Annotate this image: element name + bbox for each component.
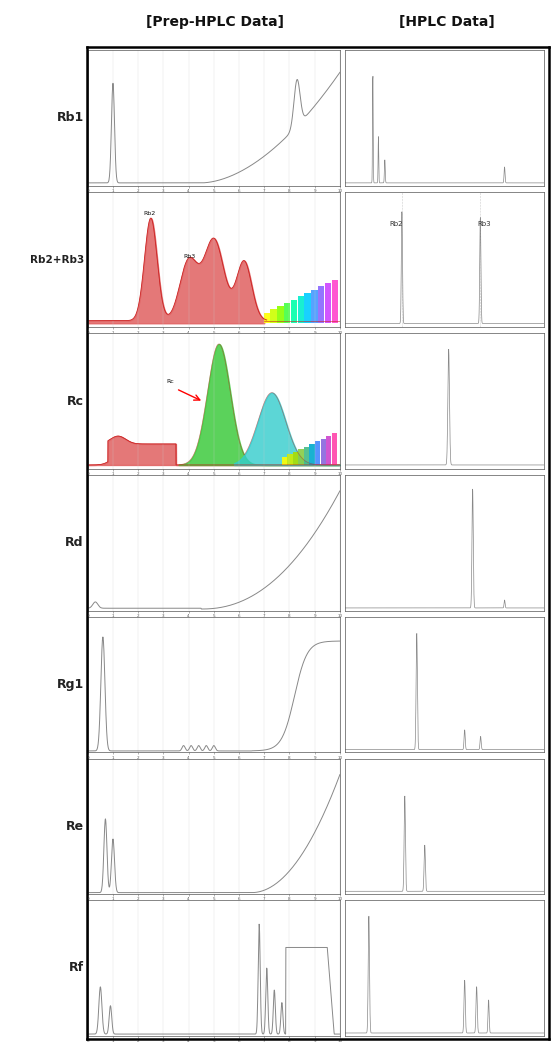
Text: Rb3: Rb3 xyxy=(183,254,196,259)
Bar xyxy=(326,436,331,465)
Bar xyxy=(315,442,320,465)
Bar xyxy=(293,452,298,465)
Text: [Prep-HPLC Data]: [Prep-HPLC Data] xyxy=(146,15,284,29)
Text: [HPLC Data]: [HPLC Data] xyxy=(399,15,495,29)
Bar xyxy=(304,293,311,324)
Text: Rb2: Rb2 xyxy=(390,220,403,227)
Bar xyxy=(297,296,304,324)
Bar xyxy=(263,313,270,324)
Text: Re: Re xyxy=(66,820,84,833)
Bar xyxy=(299,449,304,465)
Bar xyxy=(284,303,291,324)
Text: Rd: Rd xyxy=(65,537,84,549)
Bar xyxy=(320,438,326,465)
Bar xyxy=(325,283,331,324)
Text: Rf: Rf xyxy=(69,962,84,974)
Bar xyxy=(277,306,283,324)
Text: Rb2: Rb2 xyxy=(143,212,155,216)
Text: Rc: Rc xyxy=(67,395,84,408)
Bar xyxy=(282,457,287,465)
Bar xyxy=(287,454,292,465)
Text: Rb3: Rb3 xyxy=(477,220,491,227)
Bar xyxy=(291,300,297,324)
Bar xyxy=(331,433,337,465)
Bar xyxy=(304,447,309,465)
Text: Rc: Rc xyxy=(166,379,174,384)
Bar xyxy=(331,280,338,324)
Text: Rb2+Rb3: Rb2+Rb3 xyxy=(30,255,84,264)
Bar xyxy=(318,286,324,324)
Bar xyxy=(271,309,277,324)
Bar xyxy=(311,290,318,324)
Bar xyxy=(310,444,315,465)
Text: Rb1: Rb1 xyxy=(56,112,84,124)
Text: Rg1: Rg1 xyxy=(56,678,84,691)
